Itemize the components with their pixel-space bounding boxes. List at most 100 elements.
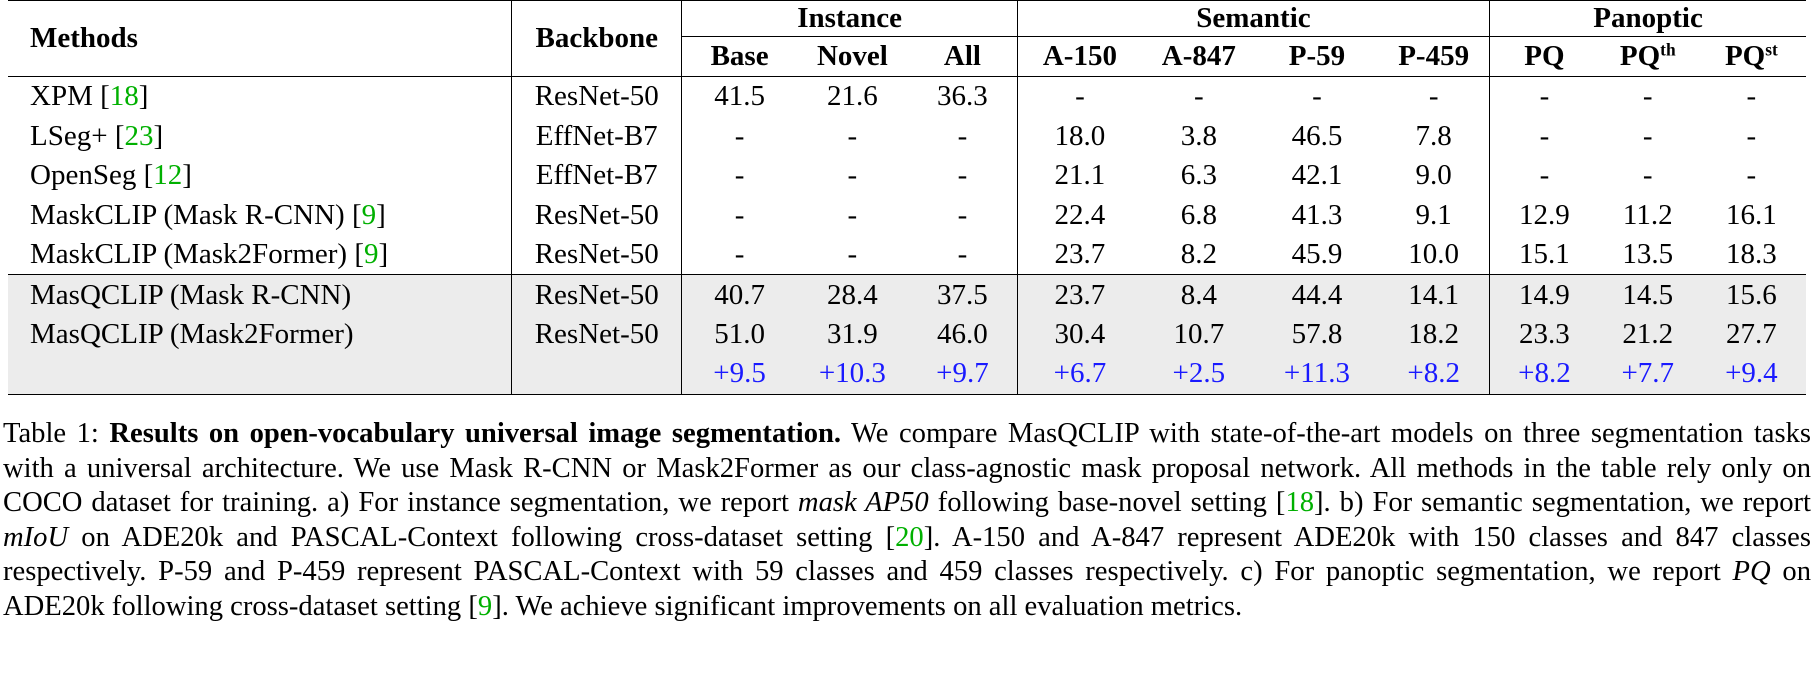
value-cell: 22.4 <box>1016 195 1143 236</box>
value-cell: - <box>957 238 968 271</box>
value-cell: 57.8 <box>1255 314 1379 355</box>
method-name: LSeg+ [ <box>30 119 125 152</box>
bracket: ] <box>182 159 192 192</box>
value-cell: - <box>1489 116 1599 156</box>
value-cell: 9.1 <box>1415 198 1452 231</box>
method-cell: XPM [18] <box>8 77 512 117</box>
caption-title: Results on open-vocabulary universal ima… <box>109 418 842 449</box>
col-header-a847: A-847 <box>1161 40 1236 72</box>
value-cell: 41.5 <box>681 76 797 117</box>
value-cell: +2.5 <box>1142 354 1256 394</box>
value-cell: 23.3 <box>1489 314 1599 355</box>
value-cell: 18.2 <box>1378 314 1490 355</box>
backbone-cell: EffNet-B7 <box>511 116 682 156</box>
method-cell: OpenSeg [12] <box>8 156 512 196</box>
col-header-pq-th: PQth <box>1619 39 1676 72</box>
value-cell: 7.8 <box>1415 119 1452 152</box>
method-cell: MaskCLIP (Mask2Former) [9] <box>8 235 512 275</box>
value-cell: - <box>1016 76 1143 117</box>
col-header-pq-st: PQst <box>1724 39 1778 72</box>
citation-link[interactable]: 9 <box>361 198 377 231</box>
backbone-cell <box>511 354 682 394</box>
value-cell: +9.5 <box>681 354 797 394</box>
group-header-semantic: Semantic <box>1016 0 1490 37</box>
value-cell: 51.0 <box>681 314 797 355</box>
value-cell: 46.0 <box>908 314 1018 355</box>
value-cell: - <box>1489 155 1599 196</box>
backbone-cell: ResNet-50 <box>511 76 682 117</box>
results-table-body: XPM [18] ResNet-50 41.5 21.6 36.3- - - - - - - LSeg… <box>8 76 1806 394</box>
group-header-panoptic: Panoptic <box>1489 0 1806 37</box>
method-name: MaskCLIP (Mask2Former) [ <box>30 238 364 271</box>
bracket: ] <box>138 80 149 113</box>
citation-link[interactable]: 18 <box>109 80 139 113</box>
value-cell: 15.1 <box>1489 235 1599 275</box>
value-cell: - <box>681 155 797 196</box>
citation-link[interactable]: 18 <box>1285 487 1315 519</box>
value-cell: - <box>957 119 968 152</box>
method-name: MasQCLIP (Mask2Former) <box>30 317 354 350</box>
table-row: LSeg+ [23] EffNet-B7- - -18.0 3.8 46.5 7.8- - - <box>8 116 1806 156</box>
citation-link[interactable]: 23 <box>124 119 154 152</box>
value-cell: +6.7 <box>1016 354 1143 394</box>
value-cell: 30.4 <box>1016 314 1143 355</box>
value-cell: +11.3 <box>1255 354 1379 394</box>
results-table: Methods Backbone Instance Semantic Panop… <box>8 0 1806 395</box>
col-header-base: Base <box>681 36 797 77</box>
citation-link[interactable]: 9 <box>477 590 493 622</box>
citation-link[interactable]: 12 <box>153 159 183 192</box>
table-row: OpenSeg [12] EffNet-B7- - -21.1 6.3 42.1 9.0- -… <box>8 155 1806 196</box>
citation-link[interactable]: 20 <box>895 521 924 553</box>
value-cell: +8.2 <box>1489 354 1599 394</box>
method-cell <box>8 354 512 394</box>
col-header-methods: Methods <box>8 0 512 77</box>
method-cell: MaskCLIP (Mask R-CNN) [9] <box>8 196 512 236</box>
method-name: XPM [ <box>30 80 110 113</box>
col-header-p59: P-59 <box>1288 40 1346 72</box>
value-cell: - <box>847 198 858 231</box>
backbone-cell: ResNet-50 <box>511 235 682 275</box>
value-cell: 28.4 <box>796 274 909 315</box>
backbone-cell: ResNet-50 <box>511 314 682 355</box>
value-cell: - <box>1194 80 1204 113</box>
value-cell: +9.4 <box>1696 354 1806 394</box>
table-caption: Table 1: Results on open-vocabulary univ… <box>3 417 1811 625</box>
gain-row: +9.5 +10.3 +9.7 +6.7 +2.5 +11.3 +8.2 +8.2 +7.7 +9… <box>8 354 1806 394</box>
value-cell: 6.3 <box>1180 159 1217 192</box>
header-row-metrics: Base Novel All A-150 A-847 P-59 P-459 PQ… <box>8 36 1806 77</box>
table-row: MasQCLIP (Mask R-CNN) ResNet-50 40.7 28.4 37… <box>8 274 1806 315</box>
value-cell: 37.5 <box>908 274 1018 315</box>
value-cell: 31.9 <box>796 314 909 355</box>
backbone-cell: ResNet-50 <box>511 195 682 236</box>
citation-link[interactable]: 9 <box>364 238 379 271</box>
value-cell: 6.8 <box>1180 198 1217 231</box>
value-cell: - <box>847 119 858 152</box>
table-row: MaskCLIP (Mask R-CNN) [9] ResNet-50- - -22.… <box>8 195 1806 236</box>
table-row: XPM [18] ResNet-50 41.5 21.6 36.3- - - - - - - <box>8 76 1806 117</box>
value-cell: 21.2 <box>1598 314 1697 355</box>
method-name: OpenSeg [ <box>30 159 154 192</box>
col-header-p459: P-459 <box>1398 40 1470 72</box>
value-cell: - <box>681 116 797 156</box>
value-cell: - <box>847 159 858 192</box>
value-cell: 46.5 <box>1291 119 1343 152</box>
bracket: ] <box>376 198 386 231</box>
table-row: MasQCLIP (Mask2Former) ResNet-50 51.0 31.9 4… <box>8 314 1806 355</box>
value-cell: 10.7 <box>1142 314 1256 355</box>
header-row-groups: Methods Backbone Instance Semantic Panop… <box>8 0 1806 77</box>
value-cell: 21.6 <box>827 80 878 113</box>
value-cell: - <box>1489 76 1599 117</box>
value-cell: - <box>957 159 968 192</box>
method-name: MasQCLIP (Mask R-CNN) <box>30 278 352 311</box>
group-header-instance: Instance <box>681 0 1018 37</box>
value-cell: +10.3 <box>796 354 909 394</box>
caption-text: Table 1: Results on open-vocabulary univ… <box>3 418 1812 622</box>
col-header-all: All <box>943 40 981 72</box>
value-cell: 9.0 <box>1415 159 1452 192</box>
results-table-container: Methods Backbone Instance Semantic Panop… <box>8 0 1806 395</box>
value-cell: 41.3 <box>1291 198 1343 231</box>
value-cell: 45.9 <box>1291 238 1343 271</box>
value-cell: 23.7 <box>1016 274 1143 315</box>
method-cell: LSeg+ [23] <box>8 116 512 156</box>
value-cell: - <box>957 198 968 231</box>
